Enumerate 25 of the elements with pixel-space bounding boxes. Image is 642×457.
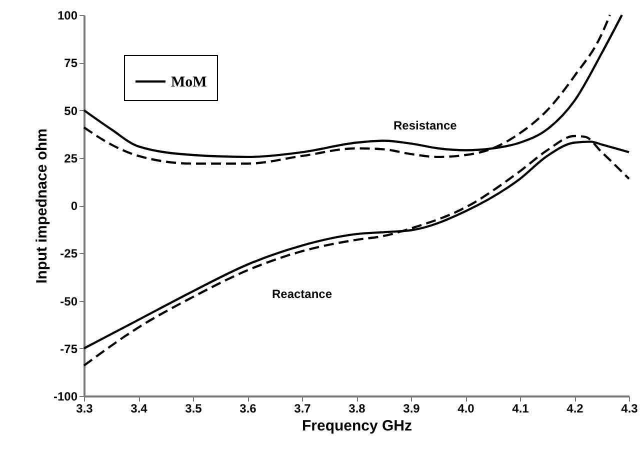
x-tick-label: 4.0 bbox=[458, 402, 475, 416]
y-tick-label: -50 bbox=[60, 294, 78, 308]
y-tick-label: 0 bbox=[70, 199, 78, 213]
legend-label: MoM bbox=[171, 74, 207, 90]
y-tick-label: -100 bbox=[53, 390, 78, 404]
x-tick-label: 3.7 bbox=[294, 402, 312, 416]
annotation: Reactance bbox=[272, 287, 332, 302]
x-tick-label: 3.5 bbox=[185, 402, 202, 416]
x-tick-label: 4.1 bbox=[512, 402, 530, 416]
x-tick-label: 4.2 bbox=[566, 402, 584, 416]
y-tick-label: -25 bbox=[60, 246, 78, 261]
y-tick-label: 100 bbox=[57, 8, 78, 22]
x-tick-label: 3.6 bbox=[240, 402, 257, 416]
y-tick-label: 50 bbox=[64, 104, 78, 118]
y-tick-label: -75 bbox=[60, 342, 78, 356]
x-tick-label: 3.9 bbox=[403, 402, 420, 416]
y-tick-label: 25 bbox=[64, 151, 78, 166]
x-tick-label: 3.8 bbox=[348, 402, 366, 416]
x-axis-title: Frequency GHz bbox=[302, 418, 412, 434]
annotation: Resistance bbox=[393, 118, 458, 132]
x-tick-label: 3.4 bbox=[130, 402, 148, 416]
x-tick-label: 4.3 bbox=[621, 402, 638, 416]
x-tick-label: 3.3 bbox=[76, 402, 94, 416]
y-axis-title: Input impednace ohm bbox=[33, 128, 50, 284]
y-tick-label: 75 bbox=[64, 56, 78, 70]
